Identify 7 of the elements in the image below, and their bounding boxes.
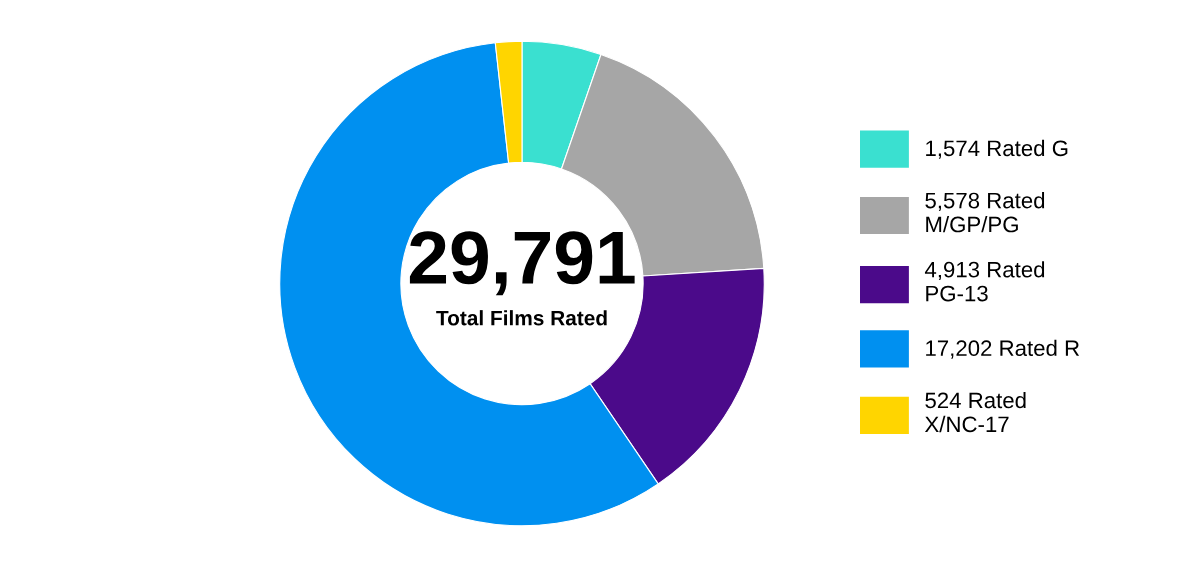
legend-label: 524 Rated X/NC-17 [924, 391, 1026, 433]
text: Total Films Rated [436, 310, 607, 326]
text: 29,791 [409, 231, 635, 296]
legend-label: 4,913 Rated PG-13 [924, 261, 1045, 302]
legend-label: 5,578 Rated M/GP/PG [925, 192, 1045, 233]
legend-label: 17,202 Rated R [926, 339, 1080, 359]
legend-label: 1,574 Rated G [926, 139, 1068, 159]
